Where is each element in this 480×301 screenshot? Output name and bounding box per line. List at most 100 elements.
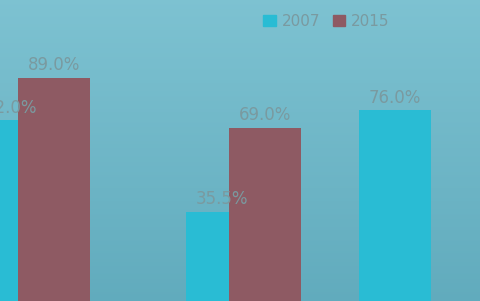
Bar	[0, 138, 480, 139]
Bar	[0, 67, 480, 68]
Bar	[0, 171, 480, 172]
Bar	[0, 277, 480, 278]
Bar	[0, 203, 480, 204]
Bar	[0, 85, 480, 86]
Bar	[0, 147, 480, 148]
Bar	[0, 61, 480, 62]
Bar	[0, 247, 480, 248]
Bar	[0, 219, 480, 220]
Bar	[0, 188, 480, 189]
Bar	[0, 293, 480, 294]
Bar	[0, 193, 480, 194]
Bar	[0, 172, 480, 174]
Bar	[0, 261, 480, 262]
Bar	[0, 75, 480, 76]
Bar	[0, 274, 480, 275]
Bar	[0, 95, 480, 96]
Bar	[0, 74, 480, 75]
Bar	[0, 109, 480, 110]
Bar	[0, 216, 480, 217]
Bar	[0, 284, 480, 285]
Bar	[0, 17, 480, 18]
Bar	[0, 221, 480, 222]
Bar	[0, 42, 480, 43]
Bar	[0, 217, 480, 218]
Bar	[0, 288, 480, 289]
Bar	[0, 242, 480, 243]
Bar	[0, 287, 480, 288]
Bar	[0, 116, 480, 117]
Bar	[0, 200, 480, 201]
Bar	[0, 244, 480, 245]
Bar	[0, 58, 480, 59]
Bar	[0, 249, 480, 250]
Bar	[0, 235, 480, 236]
Bar	[0, 8, 480, 9]
Bar	[0, 151, 480, 153]
Bar	[0, 273, 480, 274]
Bar	[0, 289, 480, 290]
Bar	[0, 93, 480, 94]
Bar	[0, 139, 480, 141]
Bar	[0, 78, 480, 79]
Bar	[186, 212, 258, 301]
Bar	[0, 253, 480, 254]
Bar	[0, 162, 480, 163]
Bar	[0, 232, 480, 233]
Bar	[0, 268, 480, 269]
Bar	[0, 34, 480, 35]
Bar	[0, 53, 480, 54]
Bar	[0, 251, 480, 252]
Bar	[229, 128, 301, 301]
Bar	[0, 2, 480, 3]
Bar	[0, 46, 480, 47]
Bar	[0, 118, 480, 119]
Bar	[0, 223, 480, 224]
Bar	[0, 120, 480, 121]
Bar	[0, 299, 480, 300]
Bar	[0, 279, 480, 280]
Bar	[0, 87, 480, 88]
Bar	[0, 73, 480, 74]
Bar	[0, 44, 480, 45]
Bar	[0, 185, 480, 186]
Bar	[0, 231, 480, 232]
Bar	[0, 192, 480, 193]
Bar	[0, 49, 480, 50]
Bar	[0, 296, 480, 297]
Bar	[0, 43, 480, 44]
Bar	[0, 286, 480, 287]
Bar	[0, 262, 480, 263]
Bar	[0, 66, 480, 67]
Bar	[0, 15, 480, 16]
Bar	[0, 104, 480, 105]
Bar	[0, 280, 480, 281]
Bar	[0, 124, 480, 126]
Bar	[0, 33, 480, 34]
Bar	[0, 26, 480, 27]
Bar	[0, 265, 480, 266]
Bar	[0, 70, 480, 71]
Bar	[0, 260, 480, 261]
Bar	[0, 197, 480, 198]
Bar	[0, 145, 480, 147]
Bar	[0, 283, 480, 284]
Bar	[0, 243, 480, 244]
Bar	[0, 7, 480, 8]
Bar	[359, 110, 431, 301]
Bar	[0, 111, 480, 112]
Bar	[0, 19, 480, 20]
Bar	[0, 186, 480, 187]
Bar	[0, 250, 480, 251]
Bar	[0, 29, 480, 30]
Bar	[0, 51, 480, 52]
Bar	[0, 227, 480, 228]
Bar	[0, 59, 480, 60]
Bar	[0, 18, 480, 19]
Bar	[0, 269, 480, 270]
Bar	[0, 199, 480, 200]
Bar	[0, 37, 480, 38]
Bar	[0, 291, 480, 292]
Bar	[0, 159, 480, 160]
Bar	[0, 166, 480, 168]
